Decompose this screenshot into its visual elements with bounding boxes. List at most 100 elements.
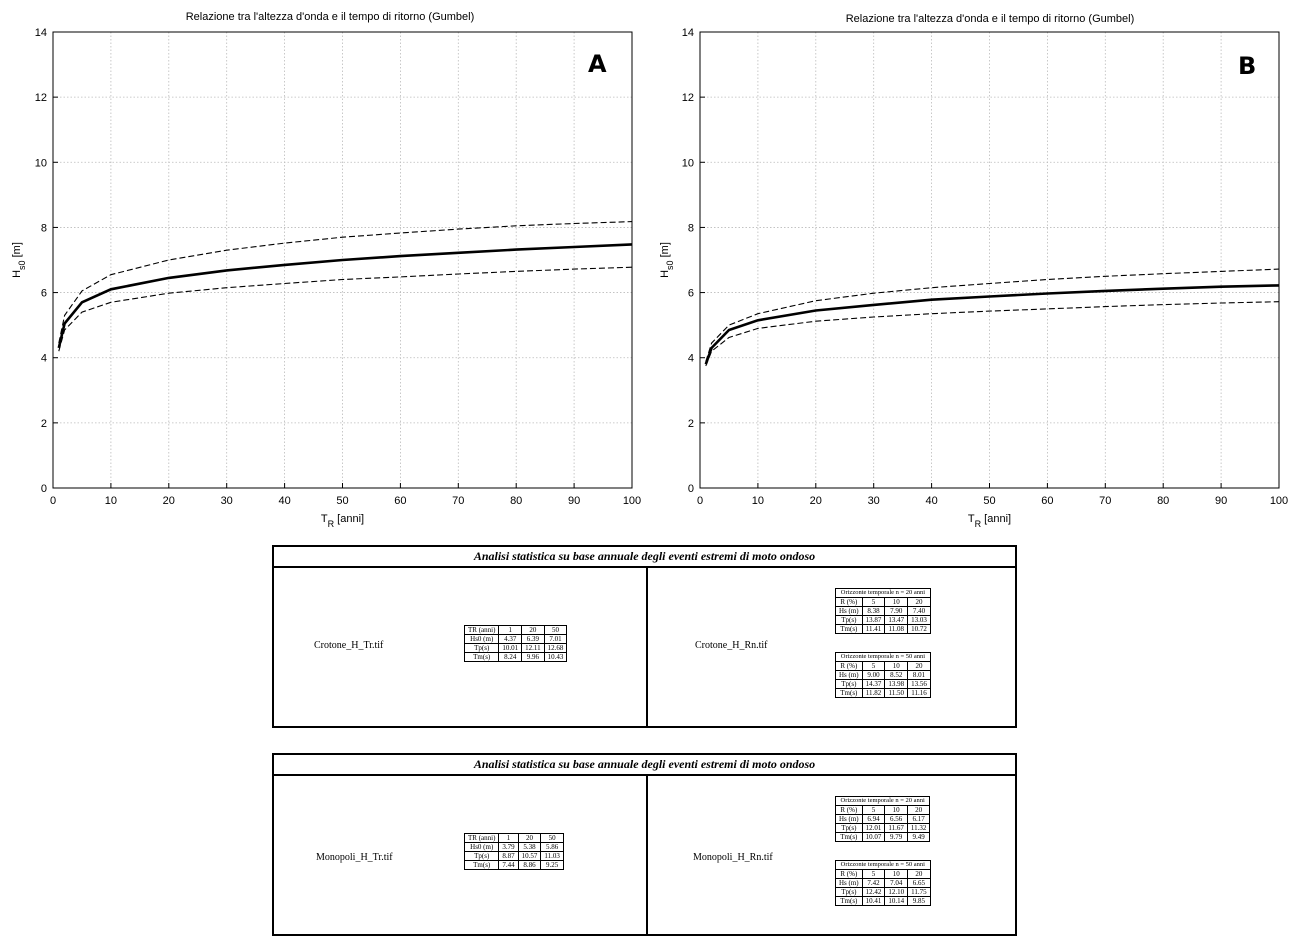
y-tick-label: 12	[35, 92, 47, 104]
risk-table-20: Orizzonte temporale n = 20 anni R (%) 5 10 2…	[834, 796, 931, 842]
table-row: R (%) 5 10 20	[835, 597, 931, 607]
table-cell: 13.87	[861, 615, 886, 625]
table-cell: 12.68	[543, 643, 568, 653]
x-tick-label: 60	[1041, 495, 1053, 507]
table-cell: 5	[861, 869, 886, 879]
table-cell: 8.24	[498, 652, 523, 662]
table-row: Tm(s) 8.24 9.96 10.43	[463, 652, 568, 662]
table-cell: Hs (m)	[835, 606, 863, 616]
table-cell: 10	[884, 869, 909, 879]
table-cell: 5	[861, 661, 886, 671]
y-axis-label: Hs0 [m]	[659, 242, 675, 278]
table-row: Tp(s) 12.42 12.10 11.75	[835, 887, 931, 897]
table-cell: 5.86	[540, 842, 564, 852]
box-right-panel: Crotone_H_Rn.tif Orizzonte temporale n =…	[648, 568, 1015, 726]
table-cell: Tp(s)	[463, 851, 500, 861]
table-row: TR (anni) 1 20 50	[463, 625, 568, 635]
y-tick-label: 12	[682, 92, 694, 104]
x-tick-label: 50	[336, 495, 348, 507]
x-tick-label: 100	[623, 495, 641, 507]
chart-b-panel-label: B	[1238, 52, 1256, 80]
table-caption-row: Orizzonte temporale n = 50 anni	[835, 652, 931, 662]
x-tick-label: 70	[452, 495, 464, 507]
x-tick-label: 10	[105, 495, 117, 507]
table-cell: 8.86	[517, 860, 542, 870]
x-tick-label: 60	[394, 495, 406, 507]
table-row: Tm(s) 11.82 11.50 11.16	[835, 688, 931, 698]
table-row: Tp(s) 12.01 11.67 11.32	[835, 823, 931, 833]
table-cell: 20	[907, 869, 931, 879]
table-cell: 13.47	[884, 615, 909, 625]
table-row: Tp(s) 14.37 13.98 13.56	[835, 679, 931, 689]
table-caption-row: Orizzonte temporale n = 20 anni	[834, 796, 931, 806]
chart-a-panel-label: A	[588, 50, 607, 78]
box-title: Analisi statistica su base annuale degli…	[274, 755, 1015, 776]
table-cell: Tm(s)	[835, 896, 863, 906]
y-tick-label: 0	[688, 483, 694, 495]
series-line-solid-thick	[57, 243, 633, 349]
table-cell: Tp(s)	[463, 643, 500, 653]
table-row: TR (anni) 1 20 50	[463, 833, 564, 843]
table-cell: R (%)	[835, 805, 863, 815]
table-row: R (%) 5 10 20	[835, 805, 931, 815]
table-cell: 20	[906, 805, 931, 815]
table-cell: 4.37	[498, 634, 523, 644]
table-cell: 9.25	[540, 860, 564, 870]
box-title: Analisi statistica su base annuale degli…	[274, 547, 1015, 568]
table-cell: 1	[498, 833, 519, 843]
table-cell: 6.65	[907, 878, 931, 888]
table-caption-row: Orizzonte temporale n = 50 anni	[835, 860, 931, 870]
table-cell: R (%)	[835, 869, 863, 879]
table-cell: 10	[884, 661, 909, 671]
table-cell: 6.39	[521, 634, 545, 644]
table-row: R (%) 5 10 20	[835, 661, 931, 671]
x-tick-label: 80	[510, 495, 522, 507]
x-tick-label: 0	[50, 495, 56, 507]
y-tick-label: 14	[35, 27, 47, 39]
table-cell: 10.14	[884, 896, 909, 906]
file-name: Monopoli_H_Tr.tif	[316, 852, 393, 863]
table-cell: 10.72	[907, 624, 931, 634]
table-cell: 12.01	[861, 823, 886, 833]
table-row: Tm(s) 11.41 11.08 10.72	[835, 624, 931, 634]
table-cell: Hs (m)	[835, 670, 863, 680]
table-cell: 10.07	[861, 832, 886, 842]
file-name: Monopoli_H_Rn.tif	[693, 852, 773, 863]
table-cell: Hs (m)	[835, 814, 863, 824]
table-cell: 20	[521, 625, 545, 635]
table-cell: 8.38	[861, 606, 886, 616]
y-tick-label: 6	[41, 288, 47, 300]
table-cell: Tp(s)	[835, 887, 863, 897]
table-cell: 11.50	[884, 688, 909, 698]
analysis-box-crotone: Analisi statistica su base annuale degli…	[272, 545, 1017, 728]
return-period-table: TR (anni) 1 20 50 Hs0 (m) 4.37 6.39 7.01 Tp(s) 10…	[463, 625, 568, 662]
x-tick-label: 40	[925, 495, 937, 507]
table-cell: 6.94	[861, 814, 886, 824]
table-cell: 7.42	[861, 878, 886, 888]
table-cell: 11.32	[906, 823, 931, 833]
y-axis-label: Hs0 [m]	[11, 242, 27, 278]
y-tick-label: 2	[41, 418, 47, 430]
risk-table-50: Orizzonte temporale n = 50 anni R (%) 5 10 2…	[835, 652, 931, 698]
table-cell: 14.37	[861, 679, 886, 689]
table-cell: 20	[907, 597, 931, 607]
table-cell: 20	[907, 661, 931, 671]
file-name: Crotone_H_Rn.tif	[695, 640, 768, 651]
table-cell: TR (anni)	[463, 625, 500, 635]
file-name: Crotone_H_Tr.tif	[314, 640, 384, 651]
table-cell: 1	[498, 625, 523, 635]
table-cell: 11.41	[861, 624, 886, 634]
table-caption: Orizzonte temporale n = 50 anni	[835, 652, 931, 662]
table-cell: 13.56	[907, 679, 931, 689]
chart-b-title: Relazione tra l'altezza d'onda e il temp…	[846, 13, 1135, 25]
table-row: Tp(s) 13.87 13.47 13.03	[835, 615, 931, 625]
table-cell: 6.56	[884, 814, 908, 824]
table-row: Hs (m) 7.42 7.04 6.65	[835, 878, 931, 888]
table-cell: Tm(s)	[463, 652, 500, 662]
table-row: Tm(s) 7.44 8.86 9.25	[463, 860, 564, 870]
table-cell: Tp(s)	[835, 615, 863, 625]
box-left-panel: Monopoli_H_Tr.tif TR (anni) 1 20 50 Hs0 (m) 3…	[274, 776, 648, 934]
y-tick-label: 2	[688, 418, 694, 430]
table-cell: 11.16	[907, 688, 931, 698]
table-cell: Hs0 (m)	[463, 634, 500, 644]
